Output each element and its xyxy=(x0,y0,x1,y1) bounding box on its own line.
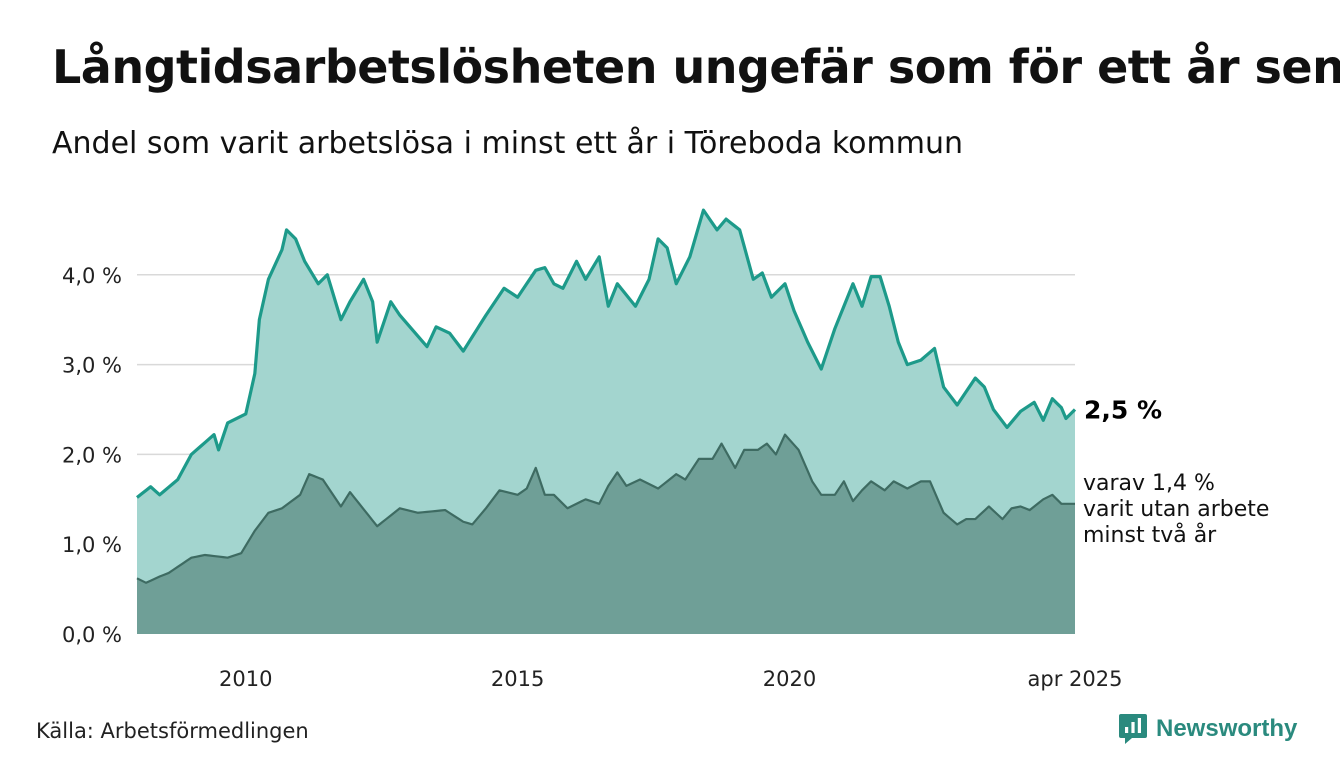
chart-area: 0,0 % 1,0 % 2,0 % 3,0 % 4,0 % 2010 2015 2020 apr… xyxy=(62,208,1276,691)
two-year-unemployment-line xyxy=(136,433,1075,584)
brand-name: Newsworthy xyxy=(1156,715,1298,742)
axis-labels: 0,0 % 1,0 % 2,0 % 3,0 % 4,0 % 2010 2015 2020 apr… xyxy=(62,264,1123,691)
sub-series-label-line: varit utan arbete xyxy=(1083,497,1269,522)
y-tick-label: 3,0 % xyxy=(62,354,122,378)
sub-series-label-line: minst två år xyxy=(1083,522,1217,548)
chart-subtitle: Andel som varit arbetslösa i minst ett å… xyxy=(52,126,964,161)
chart-title: Långtidsarbetslösheten ungefär som för e… xyxy=(52,40,1340,94)
y-tick-label: 0,0 % xyxy=(62,623,122,647)
two-year-unemployment-area xyxy=(137,434,1075,634)
y-tick-label: 2,0 % xyxy=(62,443,122,467)
end-value-label: 2,5 % xyxy=(1084,396,1162,425)
x-tick-label: 2015 xyxy=(491,667,544,691)
long-term-unemployment-line xyxy=(136,208,1077,499)
x-tick-label: 2010 xyxy=(219,667,272,691)
brand-logo[interactable]: Newsworthy xyxy=(1118,712,1297,746)
annotations: 2,5 % varav 1,4 % varit utan arbete mins… xyxy=(1083,396,1276,548)
series-areas xyxy=(136,208,1077,634)
y-tick-label: 1,0 % xyxy=(62,533,122,557)
x-tick-label: apr 2025 xyxy=(1028,667,1123,691)
x-tick-label: 2020 xyxy=(763,667,816,691)
sub-series-label-line: varav 1,4 % xyxy=(1083,471,1215,496)
newsworthy-logo-icon xyxy=(1119,714,1147,744)
source-credit: Källa: Arbetsförmedlingen xyxy=(36,719,309,743)
y-tick-label: 4,0 % xyxy=(62,264,122,288)
sub-series-label: varav 1,4 % varit utan arbete minst två … xyxy=(1083,471,1276,548)
